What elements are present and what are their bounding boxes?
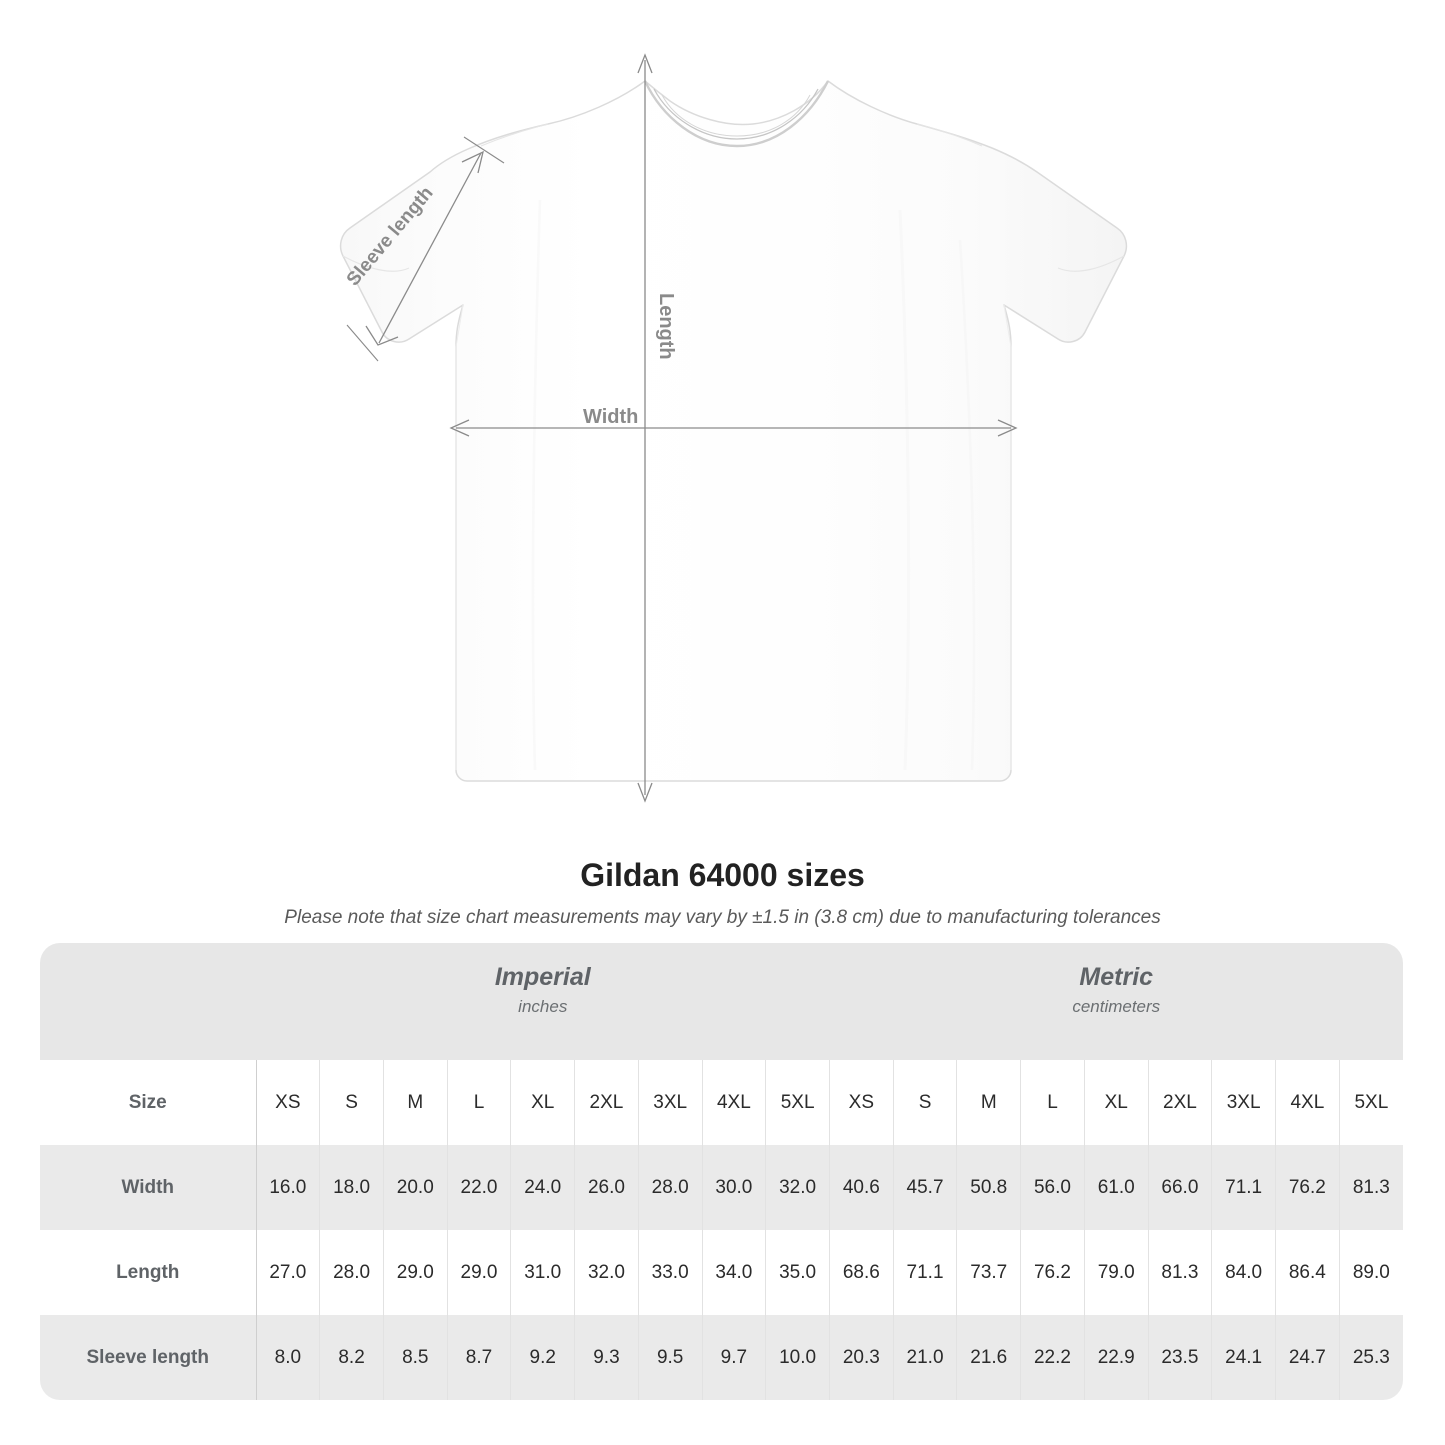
svg-text:Width: Width xyxy=(583,406,638,428)
svg-text:Length: Length xyxy=(655,293,677,360)
